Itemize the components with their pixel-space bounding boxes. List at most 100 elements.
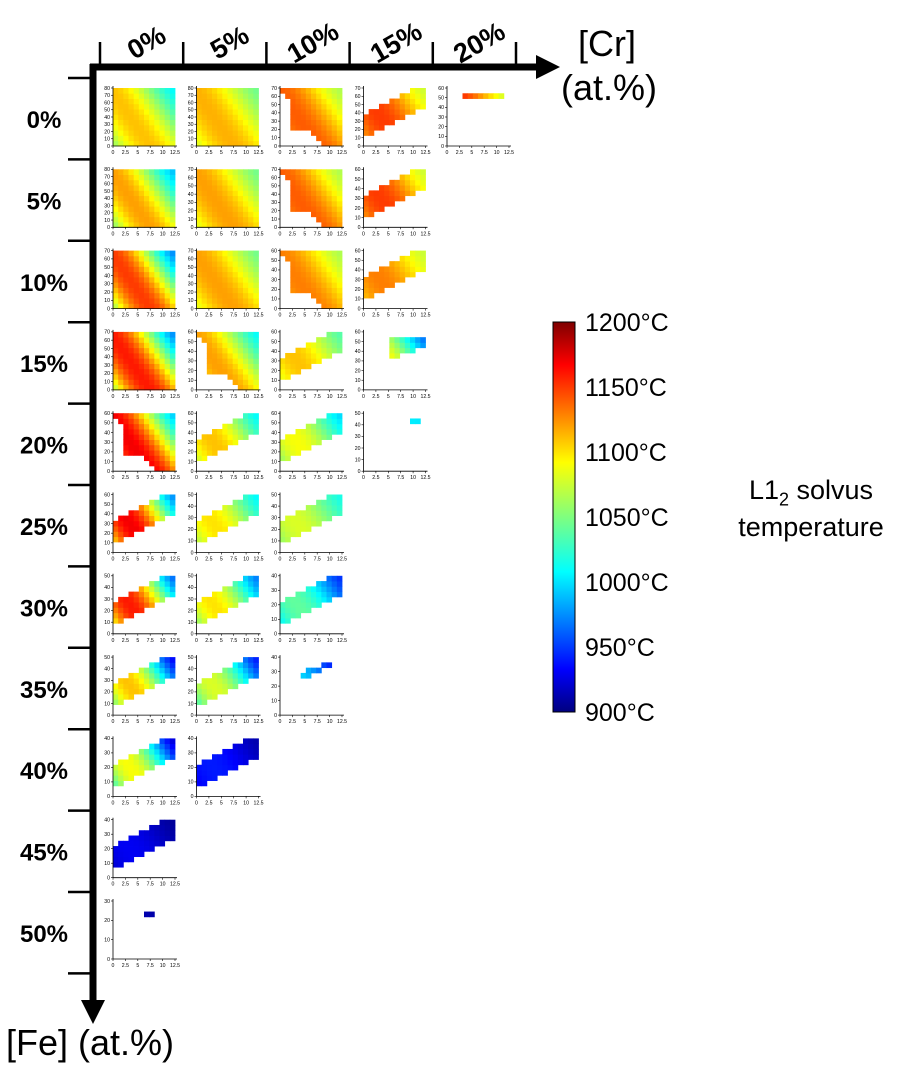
heat-cell [248,667,254,674]
subplot-x-tick-label: 12.5 [170,963,180,969]
heat-cell [290,169,296,175]
heat-cell [196,98,203,105]
heat-cell [290,195,296,202]
heat-cell [243,222,249,228]
heat-cell [154,379,160,386]
heat-cell [248,368,254,375]
heat-cell [164,510,171,516]
subplot-y-tick-label: 0 [191,144,194,150]
subplot-x-tick-label: 10 [327,638,333,644]
heat-cell [123,379,129,386]
heat-cell [253,510,259,516]
heat-cell [280,169,286,175]
heat-cell [154,174,160,181]
heat-cell [159,347,166,354]
heat-cell [154,271,160,278]
subplot-y-tick-label: 60 [271,94,277,100]
heat-cell [285,596,291,603]
heat-cell [237,200,244,207]
heat-cell [316,347,322,354]
subplot-x-tick-label: 12.5 [253,313,263,319]
heat-cell [227,271,234,278]
heat-cell [206,103,213,110]
heat-cell [379,206,385,212]
heat-cell [138,337,145,343]
heat-cell [237,124,244,131]
subplot-x-tick-label: 0 [362,394,365,400]
heat-cell [300,672,307,679]
heat-cell [113,379,119,386]
heat-cell [154,276,160,283]
subplot-x-tick-label: 0 [362,313,365,319]
heat-cell [232,93,239,99]
subplot-y-tick-label: 10 [271,378,277,384]
subplot-y-tick-label: 30 [355,434,361,440]
heat-cell [217,135,223,142]
subplot-y-tick-label: 50 [271,184,277,190]
subplot-x-tick-label: 5 [136,475,139,481]
heat-cell [118,374,124,380]
heat-cell [410,98,416,105]
heat-cell [159,287,166,294]
heat-cell [311,93,317,99]
heat-cell [138,439,145,446]
heat-cell [363,119,370,126]
subplot-y-tick-label: 60 [438,86,444,92]
heat-cell [212,759,218,766]
heat-cell [295,190,302,197]
heat-cell [285,450,291,456]
heat-cell [212,255,218,262]
heat-cell [316,195,322,202]
heat-cell [243,331,249,338]
heat-cell [232,114,239,121]
heat-cell [336,266,343,273]
heat-cell [128,510,135,516]
heat-cell [144,667,150,674]
heat-cell [415,185,421,191]
heat-cell [243,363,249,370]
heat-cell [154,423,160,430]
heat-cell [217,271,223,278]
heat-cell [144,455,150,462]
heat-cell [295,439,302,446]
heat-cell [133,607,140,614]
heat-cell [217,331,223,338]
heat-cell [123,88,129,94]
subplot-y-tick-label: 30 [438,115,444,121]
heat-cell [154,331,160,338]
heat-cell [206,444,213,451]
heat-cell [331,135,338,142]
heat-cell [483,93,489,99]
heat-cell [326,140,333,147]
subplot-y-tick-label: 50 [271,258,277,264]
heat-cell [128,754,135,760]
heat-cell [164,250,171,257]
subplot-y-tick-label: 30 [104,899,110,905]
heat-cell [212,195,218,202]
heat-cell [237,423,244,430]
heat-cell [201,195,208,202]
heat-cell [222,119,228,126]
heat-cell [399,98,406,105]
heat-cell [379,119,385,126]
heat-cell [154,596,160,603]
heat-cell [415,98,421,105]
heat-cell [227,331,234,338]
subplot-x-tick-label: 10 [327,557,333,563]
heat-cell [290,602,296,608]
heat-cell [123,174,129,181]
heat-cell [196,135,203,142]
cr-axis-unit: (at.%) [561,67,658,108]
subplot-y-tick-label: 30 [104,363,110,369]
subplot-x-tick-label: 12.5 [253,150,263,156]
heat-cell [212,358,218,364]
subplot-x-tick-label: 12.5 [253,719,263,725]
heat-cell [138,602,145,608]
heat-cell [154,465,160,472]
subplot-x-tick-label: 7.5 [230,313,237,319]
colorbar-tick-label: 1000°C [585,569,669,597]
heat-cell [300,510,307,516]
heat-cell [144,169,150,175]
heat-cell [237,250,244,257]
